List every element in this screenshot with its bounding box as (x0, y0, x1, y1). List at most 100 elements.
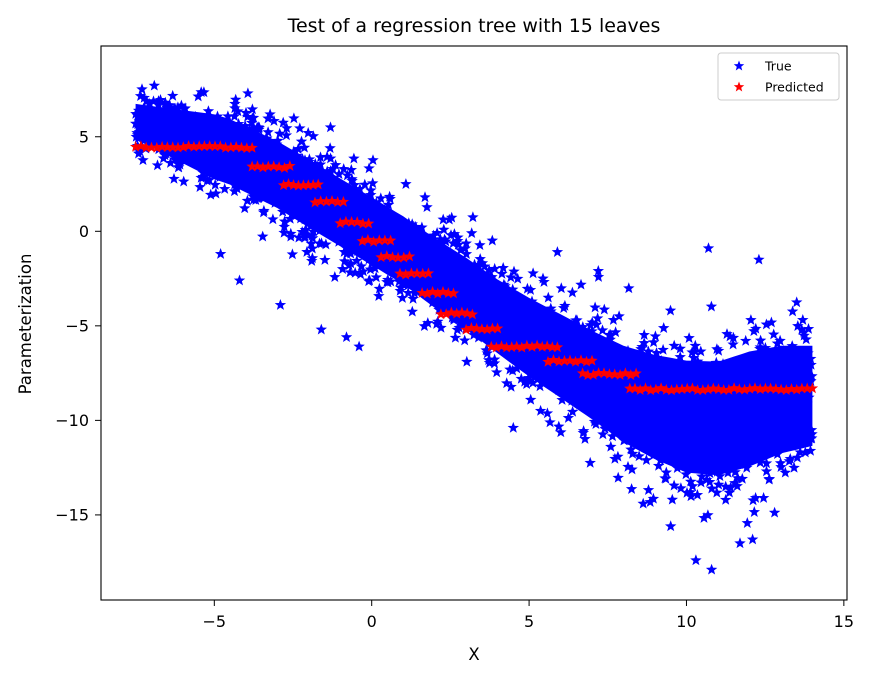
predicted-point (785, 383, 798, 394)
true-point (722, 400, 735, 412)
true-point (712, 344, 725, 356)
true-point (483, 294, 495, 306)
true-point (704, 400, 716, 412)
true-point (717, 405, 730, 417)
true-point (318, 218, 331, 230)
true-point (518, 334, 530, 346)
true-point (700, 388, 713, 400)
predicted-point (806, 382, 819, 394)
true-point (369, 262, 381, 274)
true-point (278, 220, 291, 232)
true-point (591, 312, 604, 324)
true-point (440, 269, 453, 281)
true-point (314, 224, 326, 236)
true-point (346, 240, 359, 252)
true-point (476, 307, 489, 319)
true-point (439, 304, 451, 316)
true-point (519, 321, 531, 333)
y-tick-label: −5 (65, 316, 89, 335)
true-point (753, 353, 766, 365)
true-point (786, 340, 798, 351)
true-point (414, 237, 426, 248)
true-point (731, 413, 744, 425)
true-point (789, 352, 802, 364)
true-point (346, 202, 358, 214)
true-point (346, 173, 358, 185)
true-point (373, 290, 385, 301)
true-point (157, 152, 170, 164)
true-point (727, 398, 740, 410)
true-point (788, 461, 800, 473)
true-point (351, 245, 364, 257)
true-point (789, 408, 801, 420)
true-point (276, 205, 289, 217)
true-point (591, 399, 604, 411)
true-point (249, 176, 262, 187)
true-point (679, 400, 691, 412)
true-point (272, 134, 284, 146)
true-point (532, 371, 544, 382)
true-point (689, 447, 702, 458)
true-point (130, 108, 142, 119)
true-point (277, 172, 289, 184)
predicted-point (486, 322, 499, 334)
predicted-point (241, 142, 253, 154)
true-point (763, 356, 775, 367)
true-point (764, 386, 776, 398)
true-point (373, 282, 386, 294)
true-point (763, 473, 776, 484)
true-point (786, 305, 799, 317)
true-point (501, 315, 514, 327)
true-point (762, 379, 775, 391)
true-point (340, 208, 353, 219)
predicted-point (697, 384, 709, 395)
true-point (651, 355, 663, 366)
true-point (197, 170, 210, 182)
true-point (583, 376, 595, 388)
true-point (566, 394, 578, 406)
true-point (545, 335, 558, 347)
true-point (204, 188, 217, 200)
true-point (627, 398, 639, 410)
true-point (374, 255, 387, 266)
true-point (539, 314, 551, 326)
true-point (427, 229, 440, 241)
true-point (760, 318, 773, 330)
legend: True Predicted (717, 52, 840, 101)
true-point (382, 276, 394, 288)
predicted-point (246, 141, 258, 153)
true-point (196, 138, 209, 150)
true-point (711, 461, 724, 472)
true-point (625, 443, 637, 455)
true-point (148, 79, 161, 91)
true-point (155, 117, 168, 128)
true-point (744, 415, 756, 426)
true-point (339, 190, 352, 202)
true-point (664, 304, 677, 316)
predicted-point (357, 217, 369, 229)
true-point (707, 426, 720, 438)
true-point (724, 481, 737, 493)
true-point (293, 231, 305, 243)
true-point (784, 427, 796, 438)
predicted-point (614, 369, 626, 380)
true-point (768, 424, 780, 436)
true-point (438, 249, 450, 261)
true-point (636, 429, 649, 441)
predicted-point (351, 216, 363, 227)
true-point (412, 229, 424, 241)
true-point (470, 302, 483, 314)
true-point (472, 331, 485, 343)
true-point (345, 257, 357, 269)
true-point (805, 375, 817, 386)
predicted-point (801, 382, 813, 394)
true-point (747, 399, 760, 411)
true-point (169, 153, 181, 165)
true-point (228, 175, 241, 186)
true-point (648, 374, 661, 385)
true-point (454, 313, 467, 325)
true-point (635, 343, 647, 354)
true-point (222, 110, 234, 122)
true-point (794, 391, 807, 403)
true-point (720, 372, 733, 384)
